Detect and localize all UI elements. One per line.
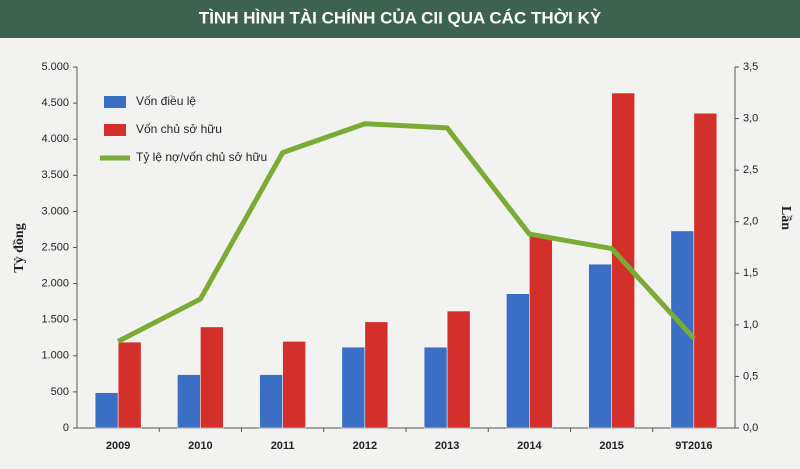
line-series xyxy=(116,121,696,344)
y2-axis-label: Lần xyxy=(778,206,793,230)
legend-label: Vốn chủ sở hữu xyxy=(136,122,222,136)
y-tick-label: 3.500 xyxy=(41,169,69,181)
y2-tick-label: 2,0 xyxy=(743,216,758,228)
y-tick-label: 500 xyxy=(51,386,69,398)
y-tick-label: 2.000 xyxy=(41,278,69,290)
y2-tick-label: 0,0 xyxy=(743,422,758,434)
x-tick-label: 2014 xyxy=(517,440,542,452)
bar xyxy=(423,346,448,429)
bar xyxy=(259,374,283,429)
bar xyxy=(177,374,201,429)
x-tick-label: 2011 xyxy=(271,440,295,452)
y-axis-label: Tỷ đồng xyxy=(12,223,27,272)
y2-tick-label: 2,5 xyxy=(743,164,758,176)
title-bar xyxy=(0,0,800,38)
y2-tick-label: 3,5 xyxy=(743,61,758,73)
bar xyxy=(670,230,695,429)
legend-label: Tỷ lệ nợ/vốn chủ sở hữu xyxy=(136,150,267,164)
chart-title: TÌNH HÌNH TÀI CHÍNH CỦA CII QUA CÁC THỜI… xyxy=(199,8,602,27)
bar xyxy=(200,326,224,429)
x-tick-label: 2010 xyxy=(188,440,212,452)
y-tick-label: 3.000 xyxy=(41,205,69,217)
y2-tick-label: 1,0 xyxy=(743,319,758,331)
y-tick-label: 1.500 xyxy=(41,314,69,326)
y2-tick-label: 0,5 xyxy=(743,370,758,382)
bar xyxy=(693,112,718,429)
bar xyxy=(364,321,389,429)
legend-label: Vốn điều lệ xyxy=(136,94,196,108)
y-tick-label: 4.500 xyxy=(41,97,69,109)
legend-swatch xyxy=(104,96,126,108)
x-tick-label: 9T2016 xyxy=(675,440,712,452)
x-tick-label: 2015 xyxy=(599,440,623,452)
bar xyxy=(282,341,306,429)
x-tick-label: 2013 xyxy=(435,440,459,452)
y-tick-label: 2.500 xyxy=(41,241,69,253)
bar xyxy=(506,293,530,429)
legend-swatch xyxy=(104,124,126,136)
y-tick-label: 1.000 xyxy=(41,350,69,362)
x-tick-label: 2009 xyxy=(106,440,130,452)
y-tick-label: 5.000 xyxy=(41,61,69,73)
x-tick-label: 2012 xyxy=(353,440,377,452)
y2-tick-label: 1,5 xyxy=(743,267,758,279)
bar xyxy=(117,341,142,429)
y-tick-label: 0 xyxy=(63,422,69,434)
bar xyxy=(94,392,119,429)
y2-tick-label: 3,0 xyxy=(743,112,758,124)
bar xyxy=(341,346,366,429)
bar xyxy=(588,263,612,429)
bar xyxy=(446,310,471,429)
bar xyxy=(529,234,553,429)
y-tick-label: 4.000 xyxy=(41,133,69,145)
